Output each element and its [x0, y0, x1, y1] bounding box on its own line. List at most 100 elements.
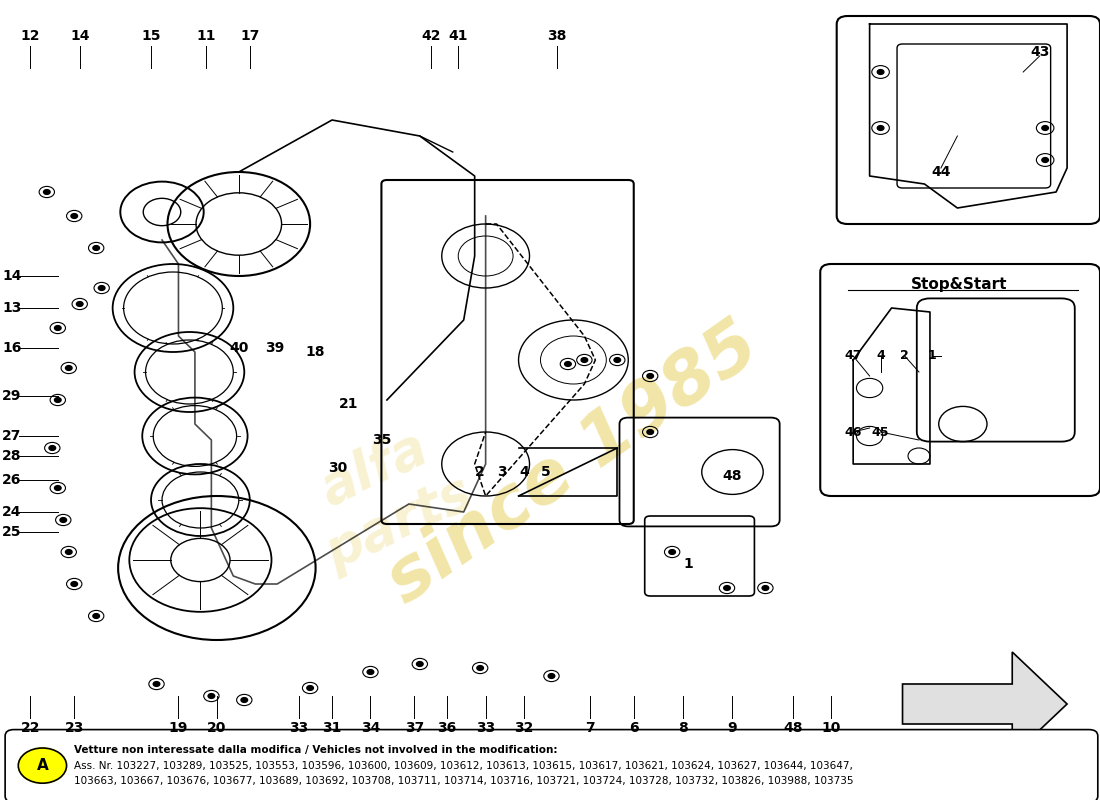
- Text: 33: 33: [476, 721, 495, 735]
- Circle shape: [92, 614, 99, 618]
- Text: 18: 18: [306, 345, 326, 359]
- Circle shape: [76, 302, 82, 306]
- Circle shape: [66, 366, 72, 370]
- Text: 9: 9: [728, 721, 737, 735]
- Circle shape: [70, 582, 77, 586]
- Text: 37: 37: [405, 721, 424, 735]
- Text: 39: 39: [265, 341, 285, 355]
- FancyBboxPatch shape: [837, 16, 1100, 224]
- Text: 48: 48: [723, 469, 743, 483]
- Text: 47: 47: [845, 350, 862, 362]
- Text: 12: 12: [21, 29, 40, 43]
- Text: 27: 27: [2, 429, 21, 443]
- Text: 8: 8: [679, 721, 688, 735]
- Polygon shape: [902, 652, 1067, 756]
- Text: 48: 48: [783, 721, 803, 735]
- Circle shape: [66, 550, 72, 554]
- Circle shape: [208, 694, 214, 698]
- Circle shape: [55, 398, 62, 402]
- Circle shape: [98, 286, 104, 290]
- FancyBboxPatch shape: [6, 730, 1098, 800]
- Text: 1: 1: [927, 350, 936, 362]
- Text: 40: 40: [229, 341, 249, 355]
- Circle shape: [307, 686, 314, 690]
- Text: 1: 1: [684, 557, 693, 571]
- FancyBboxPatch shape: [821, 264, 1100, 496]
- Text: 35: 35: [372, 433, 392, 447]
- Circle shape: [92, 246, 99, 250]
- Circle shape: [878, 70, 884, 74]
- Text: 42: 42: [421, 29, 440, 43]
- Text: 22: 22: [21, 721, 40, 735]
- Circle shape: [241, 698, 248, 702]
- Circle shape: [548, 674, 554, 678]
- Circle shape: [44, 190, 51, 194]
- Circle shape: [614, 358, 620, 362]
- Text: 16: 16: [2, 341, 21, 355]
- Text: 2: 2: [900, 350, 909, 362]
- Text: 11: 11: [196, 29, 216, 43]
- Text: 21: 21: [339, 397, 359, 411]
- Text: 28: 28: [2, 449, 22, 463]
- Text: 2: 2: [475, 465, 485, 479]
- Text: 31: 31: [322, 721, 342, 735]
- Text: 33: 33: [289, 721, 309, 735]
- Text: Stop&Start: Stop&Start: [911, 277, 1008, 291]
- Text: alfa
parts: alfa parts: [293, 412, 482, 580]
- Text: 36: 36: [438, 721, 456, 735]
- Text: 3: 3: [497, 465, 507, 479]
- Text: 41: 41: [449, 29, 468, 43]
- Text: 38: 38: [548, 29, 566, 43]
- Text: 13: 13: [2, 301, 21, 315]
- Circle shape: [477, 666, 483, 670]
- Circle shape: [55, 486, 62, 490]
- Text: 30: 30: [328, 461, 348, 475]
- Text: 43: 43: [1030, 45, 1049, 59]
- Text: 7: 7: [585, 721, 595, 735]
- Circle shape: [581, 358, 587, 362]
- Text: A: A: [36, 758, 48, 773]
- Text: 29: 29: [2, 389, 21, 403]
- Text: 19: 19: [168, 721, 188, 735]
- Circle shape: [564, 362, 571, 366]
- Text: 14: 14: [70, 29, 89, 43]
- Circle shape: [55, 326, 62, 330]
- Text: 26: 26: [2, 473, 21, 487]
- Circle shape: [669, 550, 675, 554]
- Text: 44: 44: [932, 165, 950, 179]
- Circle shape: [417, 662, 424, 666]
- Text: 24: 24: [2, 505, 22, 519]
- Text: 5: 5: [541, 465, 551, 479]
- Circle shape: [60, 518, 67, 522]
- Text: 14: 14: [2, 269, 22, 283]
- Circle shape: [367, 670, 374, 674]
- Text: 46: 46: [845, 426, 861, 438]
- Text: Vetture non interessate dalla modifica / Vehicles not involved in the modificati: Vetture non interessate dalla modifica /…: [74, 746, 558, 755]
- Circle shape: [878, 126, 884, 130]
- Text: since 1985: since 1985: [375, 310, 772, 618]
- Text: 34: 34: [361, 721, 381, 735]
- Text: 20: 20: [207, 721, 227, 735]
- Text: 32: 32: [515, 721, 534, 735]
- Circle shape: [762, 586, 769, 590]
- Circle shape: [1042, 126, 1048, 130]
- Text: 6: 6: [629, 721, 639, 735]
- Text: 4: 4: [519, 465, 529, 479]
- Text: 4: 4: [877, 350, 886, 362]
- Text: 45: 45: [872, 426, 889, 438]
- Text: Ass. Nr. 103227, 103289, 103525, 103553, 103596, 103600, 103609, 103612, 103613,: Ass. Nr. 103227, 103289, 103525, 103553,…: [74, 761, 854, 770]
- Text: 17: 17: [240, 29, 260, 43]
- Circle shape: [724, 586, 730, 590]
- Circle shape: [50, 446, 56, 450]
- Text: 23: 23: [65, 721, 84, 735]
- Circle shape: [70, 214, 77, 218]
- Circle shape: [647, 430, 653, 434]
- Text: 103663, 103667, 103676, 103677, 103689, 103692, 103708, 103711, 103714, 103716, : 103663, 103667, 103676, 103677, 103689, …: [74, 776, 854, 786]
- Circle shape: [19, 748, 67, 783]
- Circle shape: [153, 682, 159, 686]
- Text: 10: 10: [822, 721, 840, 735]
- Circle shape: [1042, 158, 1048, 162]
- Text: 25: 25: [2, 525, 22, 539]
- Text: 15: 15: [141, 29, 161, 43]
- Circle shape: [647, 374, 653, 378]
